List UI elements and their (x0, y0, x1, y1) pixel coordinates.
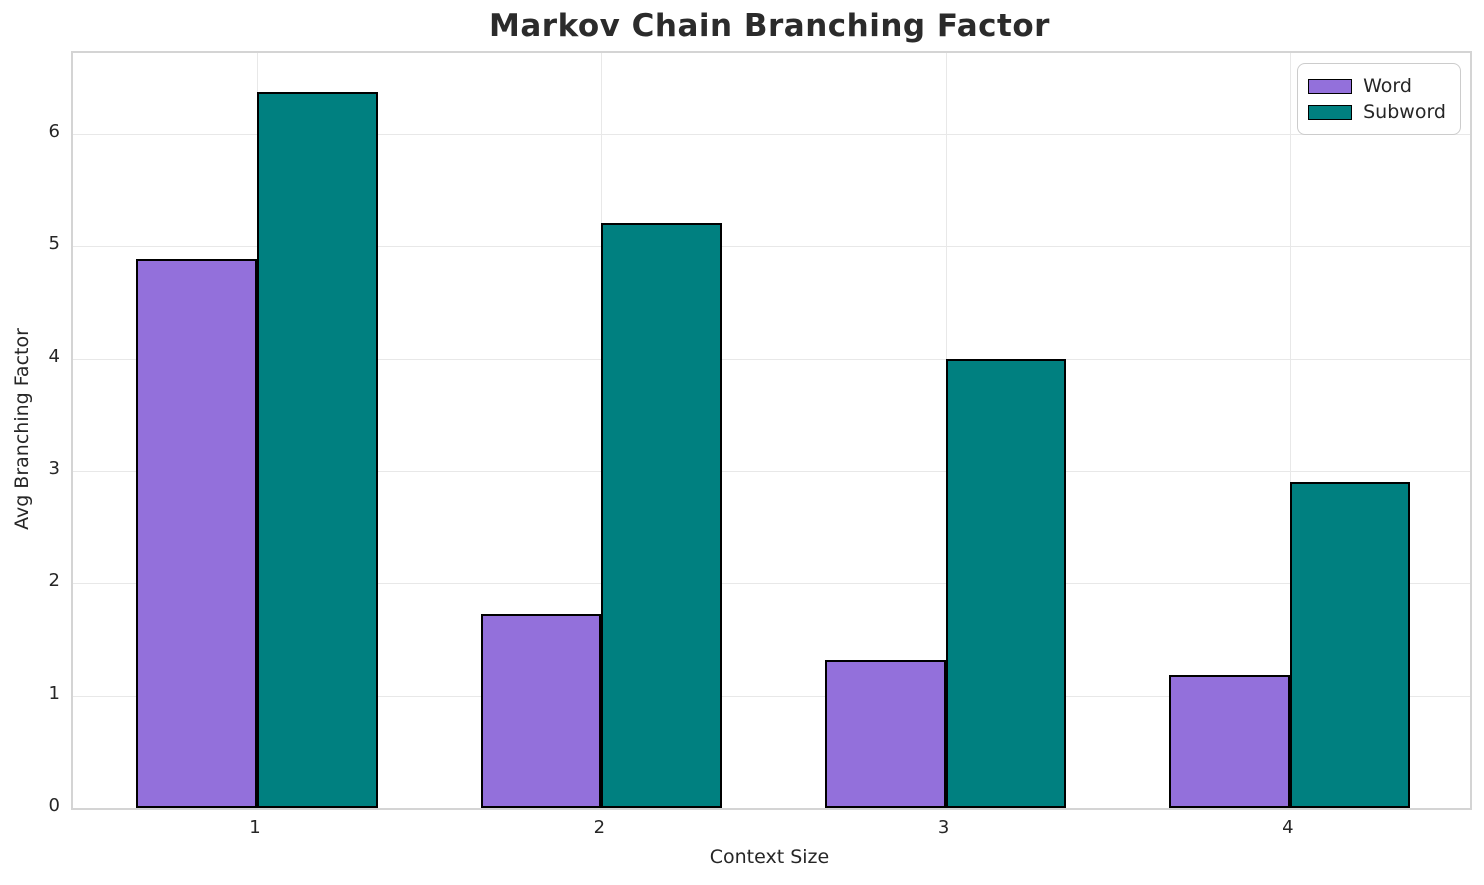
y-tick-label-0: 0 (48, 795, 60, 816)
legend-item-subword: Subword (1308, 99, 1446, 125)
x-tick-label-2: 2 (593, 817, 606, 838)
legend: Word Subword (1297, 63, 1461, 135)
y-tick-label-6: 6 (48, 120, 60, 142)
y-tick-label-5: 5 (48, 233, 60, 255)
legend-swatch-subword-icon (1308, 104, 1353, 120)
bar-subword-4 (1289, 482, 1411, 808)
chart-title: Markov Chain Branching Factor (489, 8, 1050, 44)
x-axis-label: Context Size (709, 846, 830, 868)
gridline-y-5 (73, 246, 1470, 248)
bar-subword-2 (601, 222, 722, 808)
y-axis-label: Avg Branching Factor (11, 328, 33, 530)
legend-item-word: Word (1308, 73, 1446, 99)
bar-word-2 (480, 613, 602, 808)
x-tick-label-1: 1 (249, 817, 261, 838)
bar-word-1 (136, 258, 257, 808)
gridline-y-3 (73, 470, 1470, 472)
legend-label-word: Word (1363, 75, 1412, 97)
bar-word-4 (1169, 675, 1290, 808)
gridline-y-2 (73, 583, 1470, 585)
gridline-y-6 (73, 133, 1470, 135)
bar-word-3 (825, 659, 946, 808)
legend-label-subword: Subword (1363, 101, 1446, 123)
gridline-x-4 (1289, 53, 1291, 808)
x-tick-label-4: 4 (1282, 817, 1294, 838)
y-tick-label-2: 2 (48, 570, 60, 592)
y-tick-label-1: 1 (48, 682, 60, 704)
plot-area: Word Subword (71, 51, 1472, 810)
y-tick-label-3: 3 (48, 457, 60, 479)
bar-subword-3 (945, 358, 1067, 808)
y-tick-label-4: 4 (48, 345, 60, 367)
gridline-y-4 (73, 358, 1470, 360)
x-tick-label-3: 3 (937, 817, 950, 838)
legend-swatch-word-icon (1308, 78, 1353, 94)
bar-subword-1 (257, 92, 378, 808)
gridline-y-1 (73, 695, 1470, 697)
